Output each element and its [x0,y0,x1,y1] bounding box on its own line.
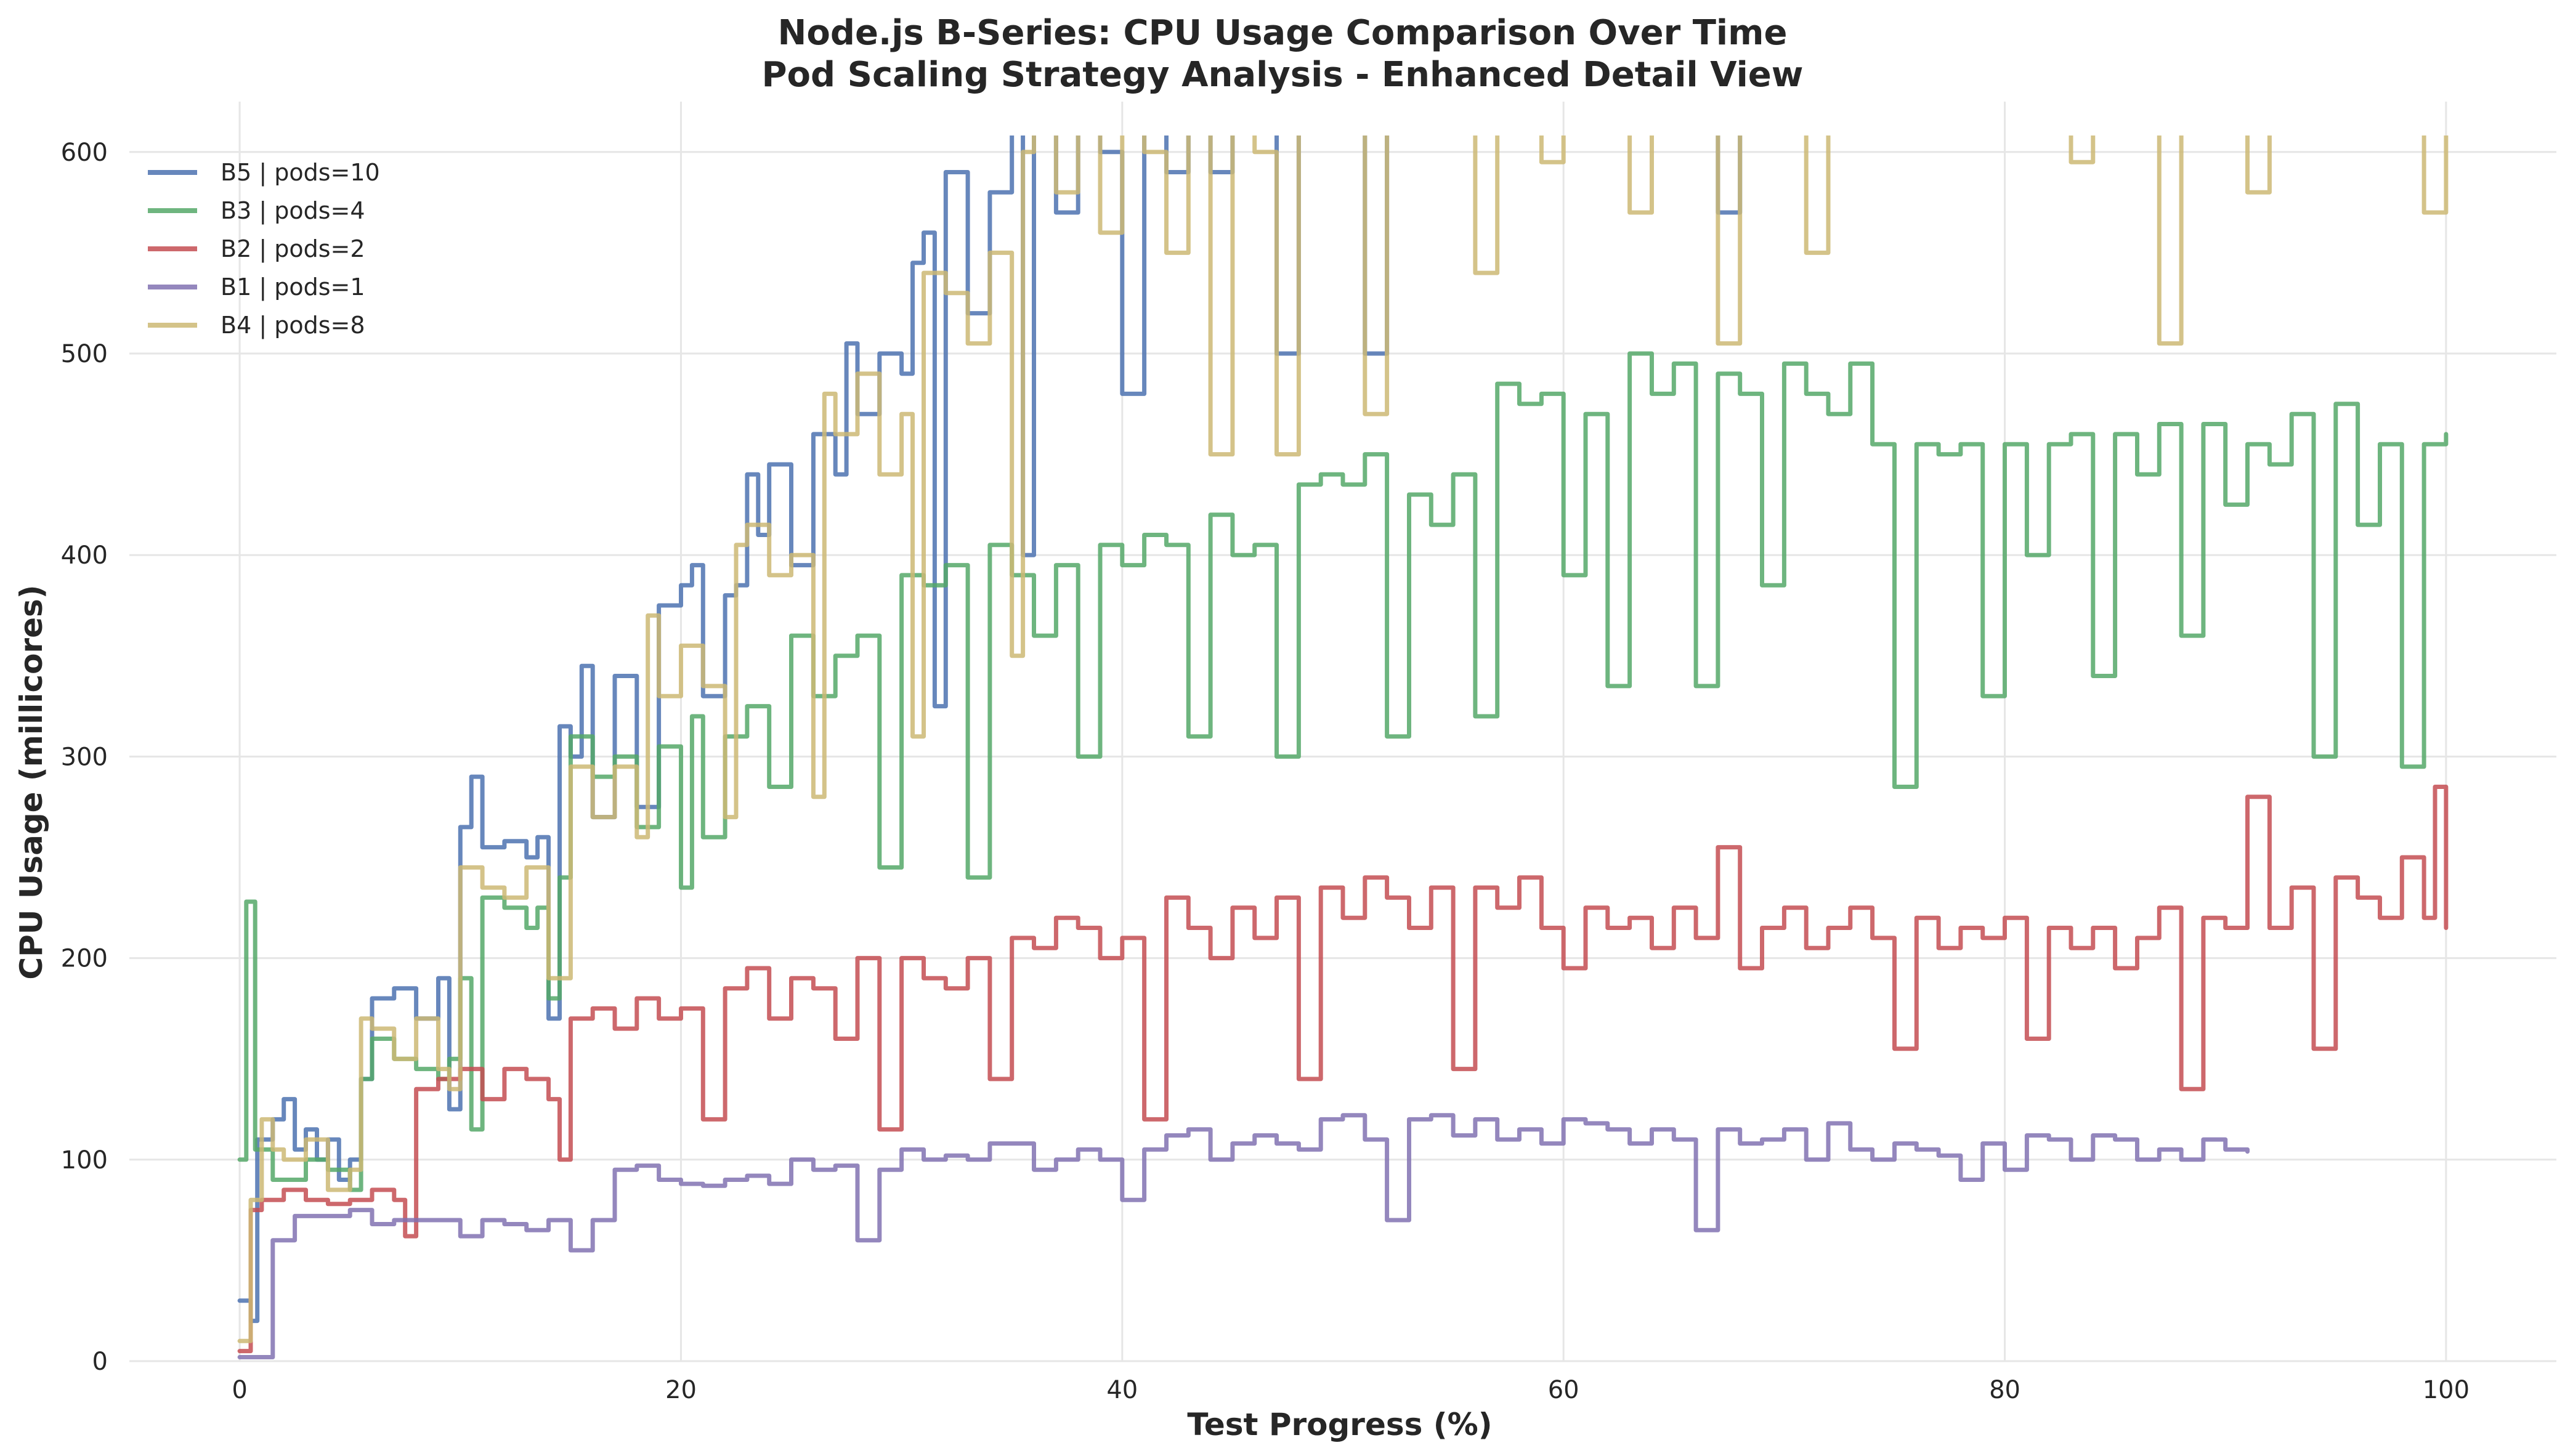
y-tick-label: 400 [61,541,108,570]
legend-label: B1 | pods=1 [221,273,365,301]
x-tick-label: 40 [1106,1376,1138,1404]
x-tick-label: 20 [665,1376,697,1404]
tick-labels: 0 100 200 300 400 500 600 0 20 40 60 80 100 [61,139,2470,1404]
series-line-3 [237,785,2449,1354]
legend-label: B5 | pods=10 [221,159,380,187]
grid [129,102,2556,1362]
x-tick-label: 60 [1548,1376,1579,1404]
series-line-4 [237,1113,2250,1359]
y-tick-label: 600 [61,139,108,167]
y-tick-label: 100 [61,1146,108,1175]
y-tick-label: 500 [61,340,108,368]
y-tick-label: 0 [92,1348,108,1376]
legend-label: B3 | pods=4 [221,197,365,225]
chart-subtitle: Pod Scaling Strategy Analysis - Enhanced… [762,55,1804,95]
x-axis-label: Test Progress (%) [1187,1407,1492,1442]
series-line-5 [237,135,2449,1343]
chart-title: Node.js B-Series: CPU Usage Comparison O… [778,13,1788,53]
y-axis-label: CPU Usage (millicores) [14,584,49,979]
legend-label: B2 | pods=2 [221,235,365,263]
x-tick-label: 100 [2423,1376,2470,1404]
y-tick-label: 300 [61,743,108,771]
series-layer [237,135,2449,1359]
x-tick-label: 80 [1989,1376,2020,1404]
series-line-2 [237,351,2449,1192]
legend: B5 | pods=10 B3 | pods=4 B2 | pods=2 B1 | p… [148,159,380,339]
legend-label: B4 | pods=8 [221,312,365,339]
x-tick-label: 0 [232,1376,247,1404]
y-tick-label: 200 [61,945,108,973]
